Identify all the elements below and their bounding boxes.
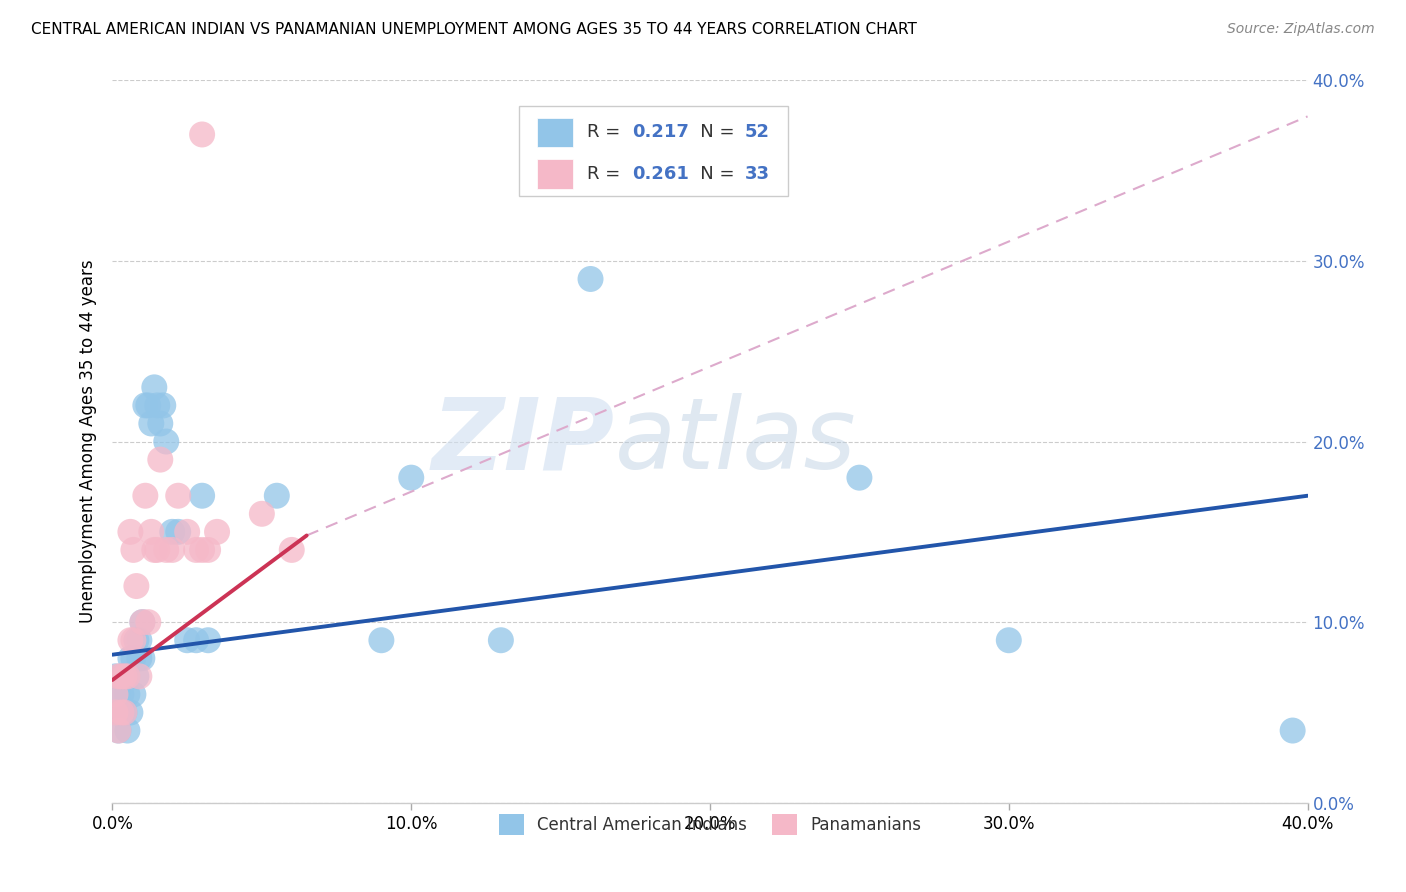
- Text: N =: N =: [682, 123, 740, 142]
- Point: [141, 524, 163, 539]
- Point: [131, 615, 153, 630]
- Text: N =: N =: [682, 165, 740, 183]
- Point: [266, 489, 288, 503]
- Text: 0.217: 0.217: [633, 123, 689, 142]
- Point: [134, 398, 156, 412]
- Point: [131, 615, 153, 630]
- Point: [120, 706, 142, 720]
- Point: [197, 542, 219, 557]
- Point: [125, 669, 148, 683]
- Point: [138, 398, 160, 412]
- Point: [176, 524, 198, 539]
- Point: [114, 706, 135, 720]
- Text: atlas: atlas: [614, 393, 856, 490]
- Point: [110, 687, 132, 701]
- Point: [110, 669, 132, 683]
- Text: 33: 33: [745, 165, 769, 183]
- Point: [143, 380, 166, 394]
- Point: [125, 633, 148, 648]
- Point: [205, 524, 228, 539]
- Point: [104, 706, 127, 720]
- Point: [167, 489, 190, 503]
- Point: [998, 633, 1021, 648]
- Point: [167, 524, 190, 539]
- Point: [107, 669, 129, 683]
- Point: [143, 542, 166, 557]
- Point: [122, 542, 145, 557]
- Point: [104, 687, 127, 701]
- Point: [107, 723, 129, 738]
- Point: [117, 687, 139, 701]
- Point: [186, 633, 208, 648]
- Point: [281, 542, 304, 557]
- Point: [134, 489, 156, 503]
- Text: 0.261: 0.261: [633, 165, 689, 183]
- Point: [370, 633, 392, 648]
- Point: [197, 633, 219, 648]
- Point: [131, 651, 153, 665]
- Point: [120, 633, 142, 648]
- Point: [117, 669, 139, 683]
- Point: [848, 471, 870, 485]
- FancyBboxPatch shape: [519, 105, 787, 196]
- Point: [162, 542, 183, 557]
- Text: R =: R =: [586, 123, 626, 142]
- FancyBboxPatch shape: [537, 160, 572, 188]
- Point: [146, 542, 169, 557]
- Point: [191, 128, 214, 142]
- Point: [152, 398, 174, 412]
- Point: [128, 669, 150, 683]
- Point: [110, 669, 132, 683]
- Point: [250, 507, 273, 521]
- Point: [1281, 723, 1303, 738]
- Point: [146, 398, 169, 412]
- Point: [114, 706, 135, 720]
- Text: ZIP: ZIP: [432, 393, 614, 490]
- Point: [120, 524, 142, 539]
- Text: Source: ZipAtlas.com: Source: ZipAtlas.com: [1227, 22, 1375, 37]
- Point: [110, 706, 132, 720]
- FancyBboxPatch shape: [537, 118, 572, 147]
- Legend: Central American Indians, Panamanians: Central American Indians, Panamanians: [492, 808, 928, 841]
- Point: [149, 452, 172, 467]
- Point: [191, 542, 214, 557]
- Point: [186, 542, 208, 557]
- Point: [114, 669, 135, 683]
- Text: CENTRAL AMERICAN INDIAN VS PANAMANIAN UNEMPLOYMENT AMONG AGES 35 TO 44 YEARS COR: CENTRAL AMERICAN INDIAN VS PANAMANIAN UN…: [31, 22, 917, 37]
- Point: [122, 633, 145, 648]
- Point: [176, 633, 198, 648]
- Point: [128, 633, 150, 648]
- Point: [122, 651, 145, 665]
- Point: [155, 542, 177, 557]
- Point: [114, 669, 135, 683]
- Point: [120, 651, 142, 665]
- Point: [128, 651, 150, 665]
- Point: [489, 633, 512, 648]
- Text: R =: R =: [586, 165, 626, 183]
- Text: 52: 52: [745, 123, 769, 142]
- Point: [579, 272, 602, 286]
- Point: [401, 471, 423, 485]
- Y-axis label: Unemployment Among Ages 35 to 44 years: Unemployment Among Ages 35 to 44 years: [79, 260, 97, 624]
- Point: [162, 524, 183, 539]
- Point: [149, 417, 172, 431]
- Point: [125, 579, 148, 593]
- Point: [107, 723, 129, 738]
- Point: [191, 489, 214, 503]
- Point: [122, 687, 145, 701]
- Point: [110, 706, 132, 720]
- Point: [104, 706, 127, 720]
- Point: [155, 434, 177, 449]
- Point: [117, 723, 139, 738]
- Point: [117, 669, 139, 683]
- Point: [141, 417, 163, 431]
- Point: [138, 615, 160, 630]
- Point: [104, 669, 127, 683]
- Point: [107, 687, 129, 701]
